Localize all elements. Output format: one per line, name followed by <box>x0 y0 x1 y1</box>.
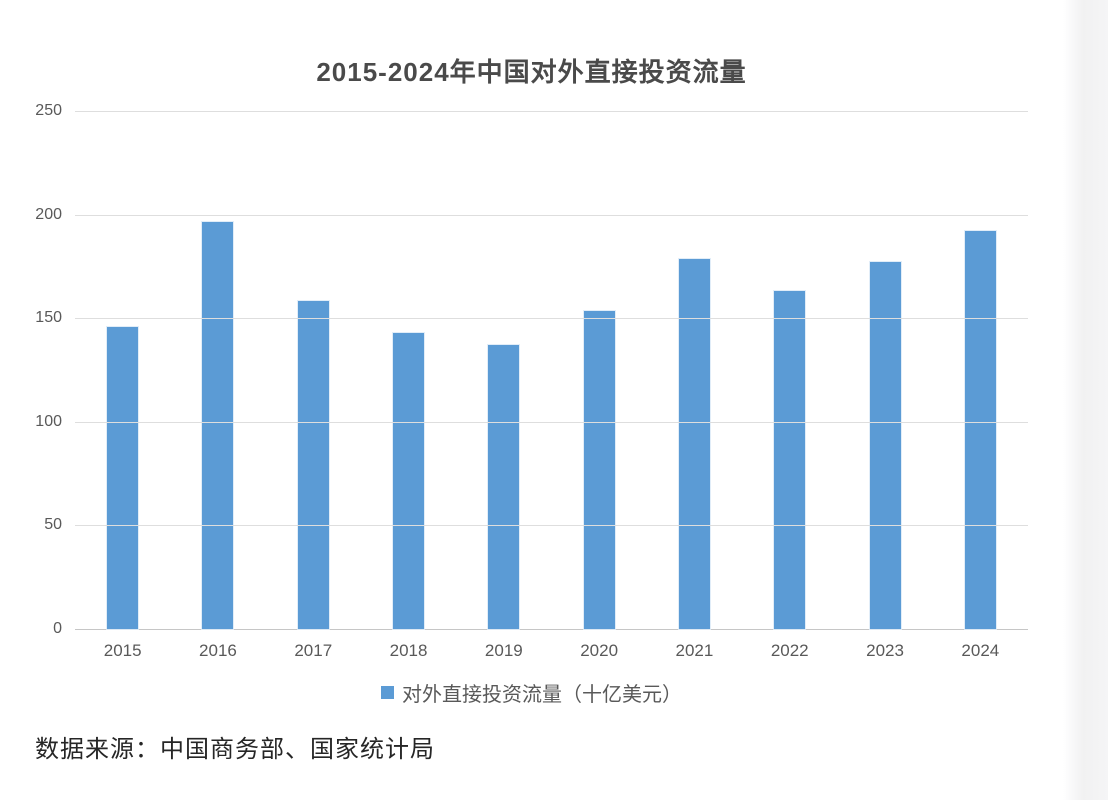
x-tick-label: 2023 <box>866 641 904 660</box>
legend: 对外直接投资流量（十亿美元） <box>0 678 1063 707</box>
x-tick-label: 2017 <box>294 641 333 660</box>
source-note: 数据来源：中国商务部、国家统计局 <box>35 736 435 763</box>
y-axis: 0 50 100 150 200 250 <box>0 102 62 637</box>
bar-cell <box>266 111 361 629</box>
gridline <box>75 111 1028 112</box>
bar-2016 <box>202 222 234 629</box>
legend-label: 对外直接投资流量（十亿美元） <box>402 684 682 706</box>
bar-cell <box>742 111 837 629</box>
x-axis: 2015 2016 2017 2018 2019 2020 2021 2022 2023 2024 <box>75 641 1028 661</box>
bar-2021 <box>678 258 710 629</box>
x-tick-label: 2016 <box>199 641 237 660</box>
bar-2024 <box>964 230 996 629</box>
bar-cell <box>551 111 646 629</box>
bar-cell <box>456 111 551 629</box>
bar-cell <box>170 111 265 629</box>
x-tick-label: 2024 <box>961 641 1000 660</box>
bar-2023 <box>869 261 901 629</box>
bar-2019 <box>488 345 520 629</box>
x-tick-label: 2020 <box>580 641 619 660</box>
y-tick-label: 150 <box>35 309 62 327</box>
y-tick-label: 250 <box>35 102 62 119</box>
bar-cell <box>647 111 742 629</box>
y-tick-label: 200 <box>35 205 62 223</box>
bar-2020 <box>583 310 615 629</box>
x-tick-label: 2018 <box>389 641 428 660</box>
gridline <box>75 421 1028 423</box>
x-tick-label: 2019 <box>484 641 523 660</box>
bar-2022 <box>774 291 806 629</box>
y-tick-label: 100 <box>35 412 62 430</box>
bar-2018 <box>393 332 425 629</box>
gridline <box>75 525 1028 527</box>
bar-cell <box>933 111 1028 629</box>
x-tick-label: 2022 <box>770 641 809 660</box>
bar-2017 <box>297 301 329 629</box>
bars-row <box>75 111 1028 629</box>
bar-2015 <box>107 327 139 629</box>
x-tick-label: 2015 <box>103 641 142 660</box>
bar-cell <box>837 111 932 629</box>
y-tick-label: 0 <box>53 620 62 637</box>
chart-title: 2015-2024年中国对外直接投资流量 <box>316 57 747 87</box>
legend-marker-square <box>381 686 394 699</box>
x-tick-label: 2021 <box>675 641 714 660</box>
bar-cell <box>361 111 456 629</box>
gridline <box>75 214 1028 216</box>
bar-cell <box>75 111 170 629</box>
gridline <box>75 318 1028 320</box>
y-tick-label: 50 <box>44 516 62 534</box>
page-edge-strip <box>1063 0 1108 800</box>
plot-area <box>75 111 1028 630</box>
